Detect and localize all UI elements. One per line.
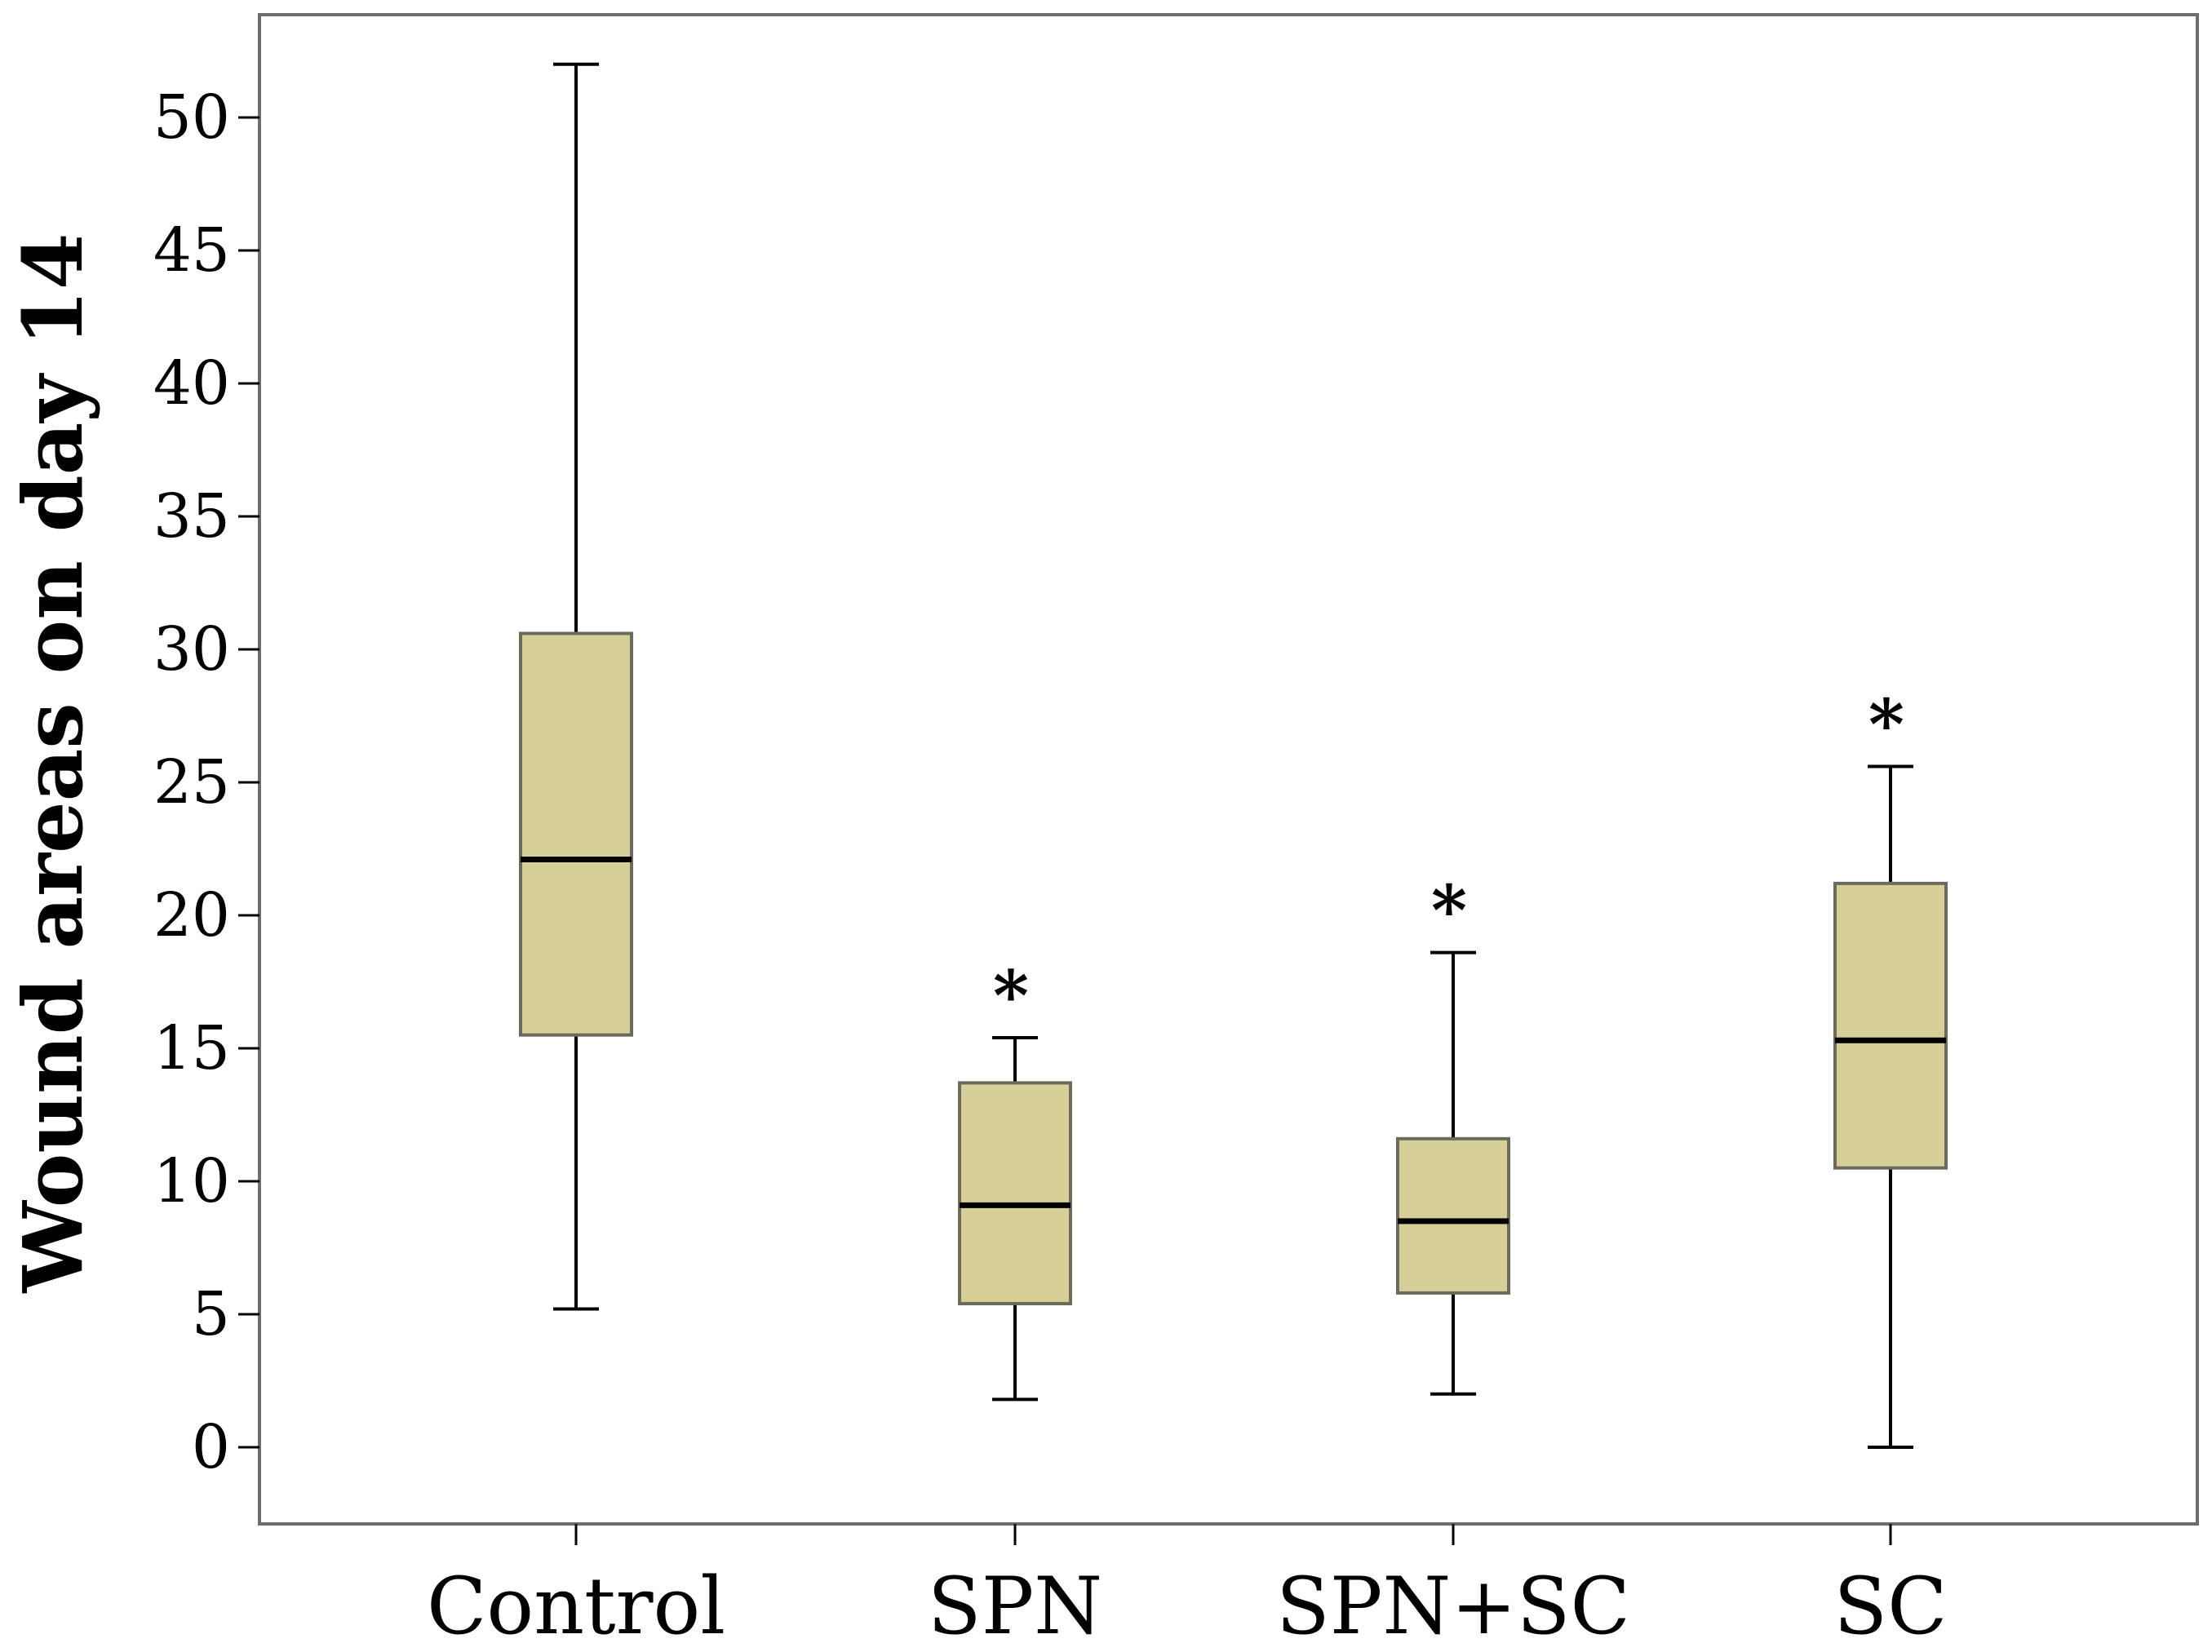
- y-axis: 0 5 10 15 20 25 30 35 40 45 50: [153, 82, 259, 1482]
- y-tick-label: 25: [153, 747, 230, 817]
- x-category-label: SC: [1833, 1561, 1947, 1648]
- y-tick-label: 15: [153, 1013, 230, 1083]
- significance-asterisk: *: [993, 955, 1029, 1036]
- y-tick-label: 0: [192, 1412, 230, 1482]
- box-group-spn: [958, 1035, 1072, 1402]
- y-tick-label: 20: [153, 880, 230, 950]
- iqr-box: [1833, 881, 1948, 1170]
- iqr-box: [1396, 1136, 1510, 1295]
- y-axis-title: Wound areas on day 14: [5, 233, 101, 1293]
- significance-asterisk: *: [1431, 870, 1467, 951]
- significance-asterisk: *: [1868, 684, 1904, 764]
- x-category-label: SPN: [928, 1561, 1102, 1648]
- iqr-box: [519, 631, 633, 1037]
- y-tick-label: 10: [153, 1146, 230, 1216]
- y-tick-label: 50: [153, 82, 230, 153]
- box-group-sc: [1833, 764, 1948, 1449]
- x-axis: Control SPN SPN+SC SC: [427, 1524, 1948, 1652]
- y-tick-label: 5: [192, 1279, 230, 1349]
- y-tick-label: 40: [153, 348, 230, 419]
- box-group-control: [519, 62, 633, 1311]
- annotations-layer: * * *: [993, 684, 1904, 1036]
- y-tick-label: 45: [153, 215, 230, 286]
- y-tick-label: 30: [153, 614, 230, 684]
- y-tick-label: 35: [153, 481, 230, 551]
- x-category-label: Control: [427, 1561, 725, 1648]
- iqr-box: [958, 1081, 1072, 1305]
- plot-frame-layer: [258, 13, 2199, 1526]
- plot-frame: [258, 13, 2199, 1526]
- box-group-spn-sc: [1396, 950, 1510, 1396]
- boxes-layer: [519, 62, 1948, 1449]
- x-category-label: SPN+SC: [1276, 1561, 1630, 1648]
